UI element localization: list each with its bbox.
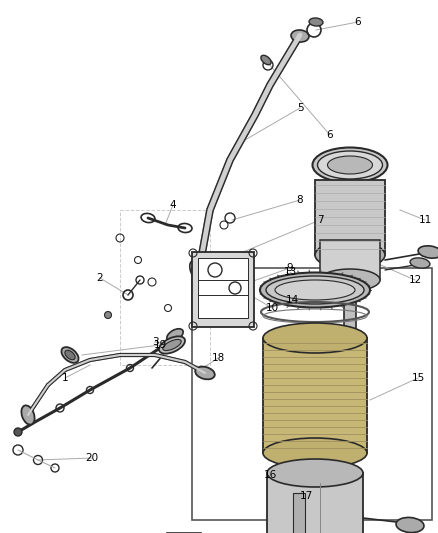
Ellipse shape <box>275 280 355 300</box>
Ellipse shape <box>261 55 271 64</box>
Text: 8: 8 <box>297 195 303 205</box>
Ellipse shape <box>263 438 367 468</box>
Text: 13: 13 <box>283 267 297 277</box>
Ellipse shape <box>315 241 385 269</box>
Text: 12: 12 <box>408 275 422 285</box>
Bar <box>192 268 432 520</box>
Bar <box>263 338 367 453</box>
Ellipse shape <box>159 336 185 354</box>
Ellipse shape <box>309 18 323 26</box>
Bar <box>293 493 305 533</box>
Text: 17: 17 <box>300 491 313 501</box>
Ellipse shape <box>291 30 309 42</box>
Ellipse shape <box>396 518 424 532</box>
Ellipse shape <box>195 367 215 379</box>
Bar <box>344 300 356 380</box>
Circle shape <box>14 428 22 436</box>
Text: 1: 1 <box>62 373 68 383</box>
Ellipse shape <box>266 276 364 304</box>
Ellipse shape <box>328 156 372 174</box>
Bar <box>320 240 380 280</box>
Ellipse shape <box>410 258 430 268</box>
Ellipse shape <box>163 340 181 351</box>
Text: 15: 15 <box>411 373 424 383</box>
Circle shape <box>105 311 112 319</box>
Text: 5: 5 <box>297 103 303 113</box>
Ellipse shape <box>263 323 367 353</box>
Ellipse shape <box>61 347 78 363</box>
Text: 2: 2 <box>97 273 103 283</box>
Text: 19: 19 <box>153 340 166 350</box>
Bar <box>192 252 254 327</box>
Bar <box>120 210 210 365</box>
Text: 20: 20 <box>85 453 99 463</box>
Text: 11: 11 <box>418 215 431 225</box>
Ellipse shape <box>217 283 233 297</box>
Ellipse shape <box>344 377 356 383</box>
Text: 10: 10 <box>265 303 279 313</box>
Ellipse shape <box>260 272 370 308</box>
Bar <box>315 180 385 255</box>
Text: 14: 14 <box>286 295 299 305</box>
Text: 16: 16 <box>263 470 277 480</box>
Ellipse shape <box>167 329 183 341</box>
Text: 9: 9 <box>287 263 293 273</box>
Text: 18: 18 <box>212 353 225 363</box>
Text: 3: 3 <box>152 337 158 347</box>
Text: 4: 4 <box>170 200 177 210</box>
Ellipse shape <box>418 246 438 258</box>
Bar <box>198 258 248 318</box>
Ellipse shape <box>320 269 380 291</box>
Ellipse shape <box>192 254 208 276</box>
Ellipse shape <box>193 287 203 303</box>
Bar <box>267 473 363 533</box>
Ellipse shape <box>65 350 75 360</box>
Text: 6: 6 <box>355 17 361 27</box>
Ellipse shape <box>344 297 356 303</box>
Text: 6: 6 <box>327 130 333 140</box>
Ellipse shape <box>312 148 388 182</box>
Ellipse shape <box>21 406 35 425</box>
Text: 7: 7 <box>317 215 323 225</box>
Ellipse shape <box>318 151 382 179</box>
Ellipse shape <box>267 459 363 487</box>
